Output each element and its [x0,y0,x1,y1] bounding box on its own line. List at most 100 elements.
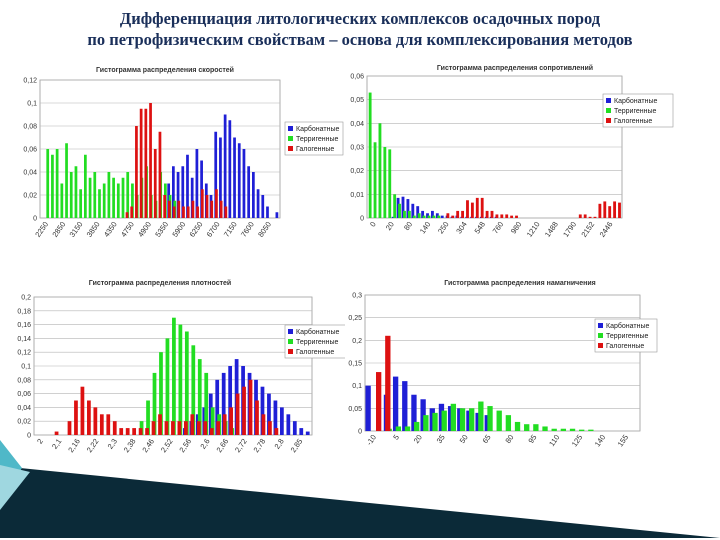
bar [505,415,512,431]
bar [376,372,382,431]
bar [275,212,279,218]
x-tick-label: 6700 [205,220,222,239]
bar [163,195,167,218]
x-tick-label: 95 [526,433,538,445]
bar [196,421,201,435]
bar [60,183,64,218]
bar [204,372,209,435]
bar [447,406,454,431]
y-tick-label: 0 [358,429,362,436]
bar [74,166,78,218]
bar [54,431,59,435]
bar [411,394,417,431]
bar [505,214,509,218]
bar [248,379,253,435]
bar [456,210,460,218]
bar [603,201,607,218]
legend-label: Терригенные [614,108,657,115]
legend-swatch [288,329,293,334]
legend-box [594,318,658,353]
y-tick-label: 0,04 [23,170,37,177]
bar [74,400,78,435]
bar [229,407,233,435]
slide-title-line-2: по петрофизическим свойствам – основа дл… [87,30,633,49]
bar [255,400,259,435]
y-tick-label: 0,06 [23,147,37,154]
bar [437,215,441,218]
y-tick-label: 0,06 [17,391,31,398]
bar [490,210,494,218]
bar [80,386,85,435]
x-tick-label: 760 [491,220,506,235]
legend-swatch [288,339,293,344]
bar [500,214,504,218]
bar [144,108,148,218]
y-tick-label: 0,1 [21,364,31,371]
x-tick-label: 2850 [50,220,67,239]
y-tick-label: 0,16 [17,322,31,329]
bar [102,183,106,218]
legend-label: Карбонатные [296,125,339,133]
x-tick-label: 2446 [598,220,615,239]
bar [266,206,269,218]
bar [391,216,395,218]
y-tick-label: 0,02 [17,419,31,426]
bar [93,407,98,435]
x-tick-label: 980 [509,220,524,235]
x-tick-label: 7150 [222,220,239,239]
bar [168,200,171,218]
legend-box [284,121,344,156]
density-histogram: Гистограмма распределения плотностей 0 0,0… [17,279,345,454]
y-tick-label: 0,12 [23,78,37,85]
x-tick-label: 50 [458,433,470,445]
bar [383,147,387,218]
bar [484,415,490,431]
y-tick-label: 0,01 [350,192,364,199]
bar [215,189,218,218]
chart-title: Гистограмма распределения скоростей [96,66,234,74]
y-tick-label: 0,14 [17,336,31,343]
bar [470,202,474,218]
bar [209,428,214,435]
bar [569,428,576,431]
bar [79,189,83,218]
bar [55,149,59,218]
bar [404,426,411,431]
bar [416,206,420,218]
bar [475,197,479,218]
bar [378,123,382,218]
bar [365,385,371,431]
bar [242,386,246,435]
bar [152,372,157,435]
x-tick-label: 8050 [256,220,273,239]
bar [268,421,272,435]
bar [403,210,406,218]
bar [466,200,469,218]
bar [542,426,548,431]
y-tick-label: 0,02 [23,193,37,200]
x-tick-label: 5350 [153,220,170,239]
decor-light-band [0,465,30,510]
bar [510,215,514,218]
bar [138,428,143,435]
x-tick-label: 80 [503,433,515,445]
bar [461,210,464,218]
bar [432,412,438,431]
bar [186,206,190,218]
bar [407,210,411,218]
slide-title-line-1: Дифференциация литологических комплексов… [119,9,601,28]
bar [618,202,621,218]
x-tick-label: 140 [418,220,433,235]
x-tick-label: 4750 [119,220,136,239]
bar [608,206,612,218]
bar [237,143,241,218]
bar [93,172,97,218]
bar [69,172,73,218]
x-tick-label: 80 [402,220,414,232]
bar [469,408,475,431]
bar [450,403,457,431]
bar [478,401,484,431]
x-tick-label: 1790 [561,220,578,239]
bar [274,428,279,435]
bar [139,108,143,218]
